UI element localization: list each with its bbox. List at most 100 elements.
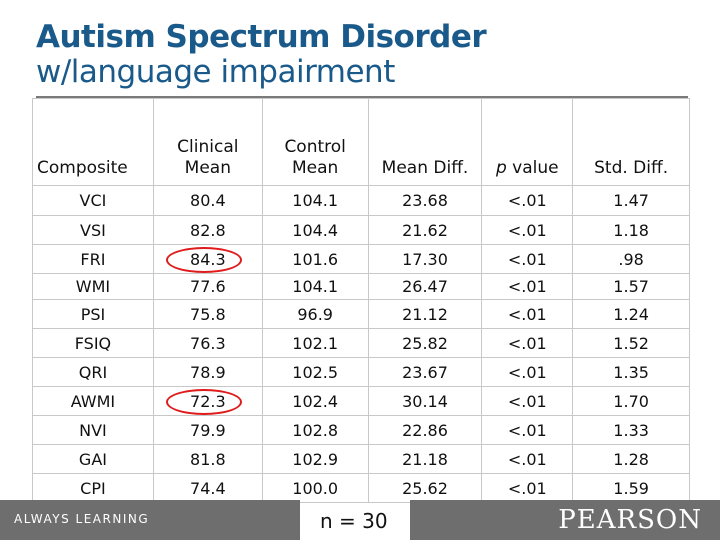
header-clinical-mean: Clinical Mean [152, 98, 263, 186]
cell-control-mean: 102.5 [261, 357, 369, 387]
cell-clinical-mean: 80.4 [152, 185, 263, 216]
cell-composite: VCI [32, 185, 154, 216]
cell-composite: CPI [32, 473, 154, 503]
cell-composite: WMI [32, 273, 154, 300]
table-body: VCI 80.4 104.1 23.68 <.01 1.47 VSI 82.8 104.4 21.… [32, 185, 690, 503]
cell-control-mean: 100.0 [261, 473, 369, 503]
header-std-diff: Std. Diff. [572, 98, 690, 186]
cell-clinical-mean: 72.3 [152, 386, 263, 416]
table-row: AWMI 72.3 102.4 30.14 <.01 1.70 [32, 386, 690, 416]
table-header-row: Composite Clinical Mean Control Mean Mea… [32, 98, 690, 186]
cell-composite: PSI [32, 299, 154, 329]
cell-mean-diff: 23.67 [367, 357, 483, 387]
header-p-value: p value [481, 98, 574, 186]
cell-p-value: <.01 [481, 244, 574, 274]
cell-clinical-mean: 75.8 [152, 299, 263, 329]
header-p-value-text: value [506, 157, 559, 178]
cell-p-value: <.01 [481, 215, 574, 245]
cell-clinical-mean: 79.9 [152, 415, 263, 445]
cell-p-value: <.01 [481, 357, 574, 387]
table-row: FSIQ 76.3 102.1 25.82 <.01 1.52 [32, 328, 690, 358]
cell-std-diff: 1.28 [572, 444, 690, 474]
pearson-logo: PEARSON [558, 505, 702, 535]
cell-mean-diff: 25.62 [367, 473, 483, 503]
cell-mean-diff: 21.18 [367, 444, 483, 474]
table-row: CPI 74.4 100.0 25.62 <.01 1.59 [32, 473, 690, 503]
cell-p-value: <.01 [481, 328, 574, 358]
cell-composite: FSIQ [32, 328, 154, 358]
cell-p-value: <.01 [481, 299, 574, 329]
cell-std-diff: 1.59 [572, 473, 690, 503]
slide-title: Autism Spectrum Disorder w/language impa… [36, 19, 487, 90]
highlight-circle [165, 389, 242, 415]
table-row: PSI 75.8 96.9 21.12 <.01 1.24 [32, 299, 690, 329]
cell-control-mean: 96.9 [261, 299, 369, 329]
cell-std-diff: 1.33 [572, 415, 690, 445]
cell-clinical-mean: 77.6 [152, 273, 263, 300]
cell-composite: AWMI [32, 386, 154, 416]
cell-clinical-mean: 81.8 [152, 444, 263, 474]
cell-mean-diff: 23.68 [367, 185, 483, 216]
cell-p-value: <.01 [481, 386, 574, 416]
table-row: WMI 77.6 104.1 26.47 <.01 1.57 [32, 273, 690, 300]
table-row: QRI 78.9 102.5 23.67 <.01 1.35 [32, 357, 690, 387]
table-row: FRI 84.3 101.6 17.30 <.01.98 [32, 244, 690, 274]
table-row: VCI 80.4 104.1 23.68 <.01 1.47 [32, 185, 690, 216]
cell-mean-diff: 21.12 [367, 299, 483, 329]
footer-bar-right: PEARSON [410, 500, 720, 540]
cell-clinical-mean: 78.9 [152, 357, 263, 387]
cell-clinical-mean: 82.8 [152, 215, 263, 245]
title-line-2: w/language impairment [36, 53, 395, 90]
table-row: GAI 81.8 102.9 21.18 <.01 1.28 [32, 444, 690, 474]
cell-composite: VSI [32, 215, 154, 245]
cell-composite: QRI [32, 357, 154, 387]
table-row: VSI 82.8 104.4 21.62 <.01 1.18 [32, 215, 690, 245]
header-composite: Composite [32, 98, 154, 186]
cell-clinical-mean: 76.3 [152, 328, 263, 358]
composite-scores-table: Composite Clinical Mean Control Mean Mea… [32, 98, 690, 503]
cell-std-diff: 1.24 [572, 299, 690, 329]
cell-control-mean: 102.9 [261, 444, 369, 474]
cell-mean-diff: 17.30 [367, 244, 483, 274]
cell-mean-diff: 26.47 [367, 273, 483, 300]
cell-std-diff: 1.52 [572, 328, 690, 358]
cell-p-value: <.01 [481, 473, 574, 503]
cell-p-value: <.01 [481, 185, 574, 216]
header-p-symbol: p [495, 157, 507, 178]
cell-std-diff: .98 [572, 244, 690, 274]
cell-p-value: <.01 [481, 444, 574, 474]
cell-control-mean: 102.1 [261, 328, 369, 358]
cell-control-mean: 102.8 [261, 415, 369, 445]
title-divider [36, 96, 688, 99]
cell-mean-diff: 30.14 [367, 386, 483, 416]
cell-composite: NVI [32, 415, 154, 445]
header-control-mean: Control Mean [261, 98, 369, 186]
cell-std-diff: 1.70 [572, 386, 690, 416]
table-row: NVI 79.9 102.8 22.86 <.01 1.33 [32, 415, 690, 445]
cell-control-mean: 101.6 [261, 244, 369, 274]
cell-std-diff: 1.47 [572, 185, 690, 216]
cell-std-diff: 1.35 [572, 357, 690, 387]
cell-mean-diff: 22.86 [367, 415, 483, 445]
title-line-1: Autism Spectrum Disorder [36, 19, 487, 55]
cell-mean-diff: 25.82 [367, 328, 483, 358]
cell-std-diff: 1.57 [572, 273, 690, 300]
cell-clinical-mean: 74.4 [152, 473, 263, 503]
cell-std-diff: 1.18 [572, 215, 690, 245]
cell-clinical-mean: 84.3 [152, 244, 263, 274]
header-mean-diff: Mean Diff. [367, 98, 483, 186]
cell-control-mean: 104.4 [261, 215, 369, 245]
cell-p-value: <.01 [481, 273, 574, 300]
cell-mean-diff: 21.62 [367, 215, 483, 245]
footer-tagline: ALWAYS LEARNING [14, 512, 150, 526]
cell-control-mean: 104.1 [261, 185, 369, 216]
footer: ALWAYS LEARNING PEARSON [0, 500, 720, 540]
cell-p-value: <.01 [481, 415, 574, 445]
cell-composite: GAI [32, 444, 154, 474]
highlight-circle [165, 247, 242, 273]
footer-bar-left: ALWAYS LEARNING [0, 500, 300, 540]
cell-control-mean: 104.1 [261, 273, 369, 300]
sample-size-label: n = 30 [320, 509, 388, 533]
cell-composite: FRI [32, 244, 154, 274]
cell-control-mean: 102.4 [261, 386, 369, 416]
